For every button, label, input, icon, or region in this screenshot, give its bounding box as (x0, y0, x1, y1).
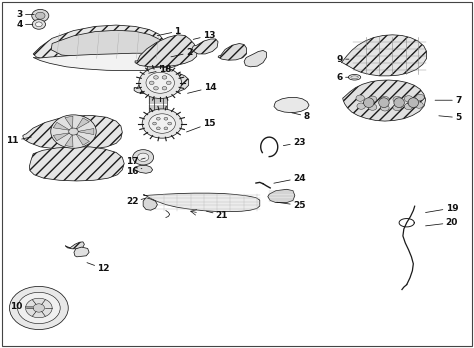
Polygon shape (74, 247, 89, 257)
Text: 19: 19 (426, 204, 458, 213)
Polygon shape (51, 30, 164, 58)
Circle shape (142, 109, 182, 138)
Text: 12: 12 (87, 263, 109, 273)
Ellipse shape (364, 98, 374, 108)
Polygon shape (134, 165, 153, 173)
Text: 15: 15 (186, 119, 215, 132)
Circle shape (32, 9, 49, 22)
Circle shape (32, 19, 46, 29)
Circle shape (162, 76, 167, 79)
Polygon shape (218, 44, 246, 60)
Circle shape (393, 104, 401, 111)
Polygon shape (33, 53, 182, 71)
Text: 22: 22 (126, 197, 145, 206)
Ellipse shape (394, 98, 404, 108)
Circle shape (9, 286, 68, 330)
Text: 24: 24 (274, 174, 306, 183)
Text: 8: 8 (292, 112, 310, 121)
Circle shape (162, 87, 167, 90)
Text: 17: 17 (126, 157, 145, 166)
Circle shape (18, 292, 60, 324)
Circle shape (356, 95, 365, 101)
Polygon shape (274, 97, 309, 113)
Circle shape (146, 72, 174, 93)
Text: 23: 23 (283, 138, 305, 147)
Polygon shape (143, 193, 260, 212)
Circle shape (139, 67, 182, 98)
Circle shape (156, 127, 160, 130)
Polygon shape (33, 25, 166, 64)
Circle shape (36, 12, 45, 19)
Text: 21: 21 (207, 211, 228, 220)
Circle shape (154, 76, 158, 79)
Text: 14: 14 (188, 83, 217, 93)
Circle shape (164, 127, 168, 130)
Text: 20: 20 (426, 218, 458, 227)
Circle shape (368, 104, 377, 110)
Circle shape (137, 153, 149, 161)
Circle shape (404, 96, 413, 102)
Circle shape (416, 94, 424, 101)
Circle shape (36, 22, 42, 27)
Polygon shape (65, 242, 84, 249)
Polygon shape (244, 50, 266, 67)
Circle shape (368, 96, 377, 102)
Text: 11: 11 (7, 136, 31, 145)
Text: 6: 6 (337, 73, 349, 82)
Polygon shape (135, 35, 197, 67)
Circle shape (168, 122, 172, 125)
Polygon shape (53, 122, 70, 130)
Circle shape (381, 96, 389, 103)
Polygon shape (53, 133, 70, 141)
Circle shape (404, 103, 413, 110)
Polygon shape (343, 80, 426, 121)
Polygon shape (23, 116, 122, 150)
Circle shape (415, 102, 423, 108)
Circle shape (381, 105, 389, 111)
Polygon shape (65, 134, 73, 147)
Ellipse shape (408, 98, 419, 108)
Polygon shape (134, 73, 189, 94)
Text: 2: 2 (171, 48, 192, 57)
Circle shape (149, 81, 154, 85)
Text: 1: 1 (157, 27, 181, 36)
Polygon shape (77, 128, 94, 135)
Circle shape (357, 103, 365, 109)
Circle shape (156, 117, 160, 120)
Polygon shape (192, 39, 218, 54)
Polygon shape (65, 116, 73, 129)
Circle shape (393, 96, 401, 103)
Ellipse shape (379, 98, 389, 108)
Text: 5: 5 (439, 113, 461, 122)
Polygon shape (76, 134, 90, 145)
Polygon shape (29, 147, 124, 181)
Text: 3: 3 (17, 10, 34, 19)
Circle shape (26, 298, 52, 318)
Circle shape (51, 115, 96, 148)
Polygon shape (341, 35, 427, 76)
Circle shape (149, 114, 175, 133)
Text: 7: 7 (435, 96, 461, 105)
Text: 10: 10 (10, 302, 33, 311)
Circle shape (33, 304, 45, 312)
Text: 16: 16 (126, 167, 142, 176)
Circle shape (69, 128, 78, 135)
Text: 25: 25 (277, 201, 305, 210)
Text: 4: 4 (17, 20, 33, 29)
Text: 13: 13 (193, 31, 215, 40)
Text: 9: 9 (337, 55, 349, 64)
Polygon shape (268, 189, 295, 203)
Circle shape (164, 117, 168, 120)
Circle shape (154, 87, 158, 90)
Polygon shape (143, 198, 157, 210)
Circle shape (166, 81, 171, 85)
Ellipse shape (348, 74, 361, 80)
Text: 18: 18 (149, 65, 171, 74)
Ellipse shape (351, 76, 358, 79)
Circle shape (133, 150, 154, 165)
Polygon shape (76, 118, 90, 129)
Circle shape (153, 122, 156, 125)
